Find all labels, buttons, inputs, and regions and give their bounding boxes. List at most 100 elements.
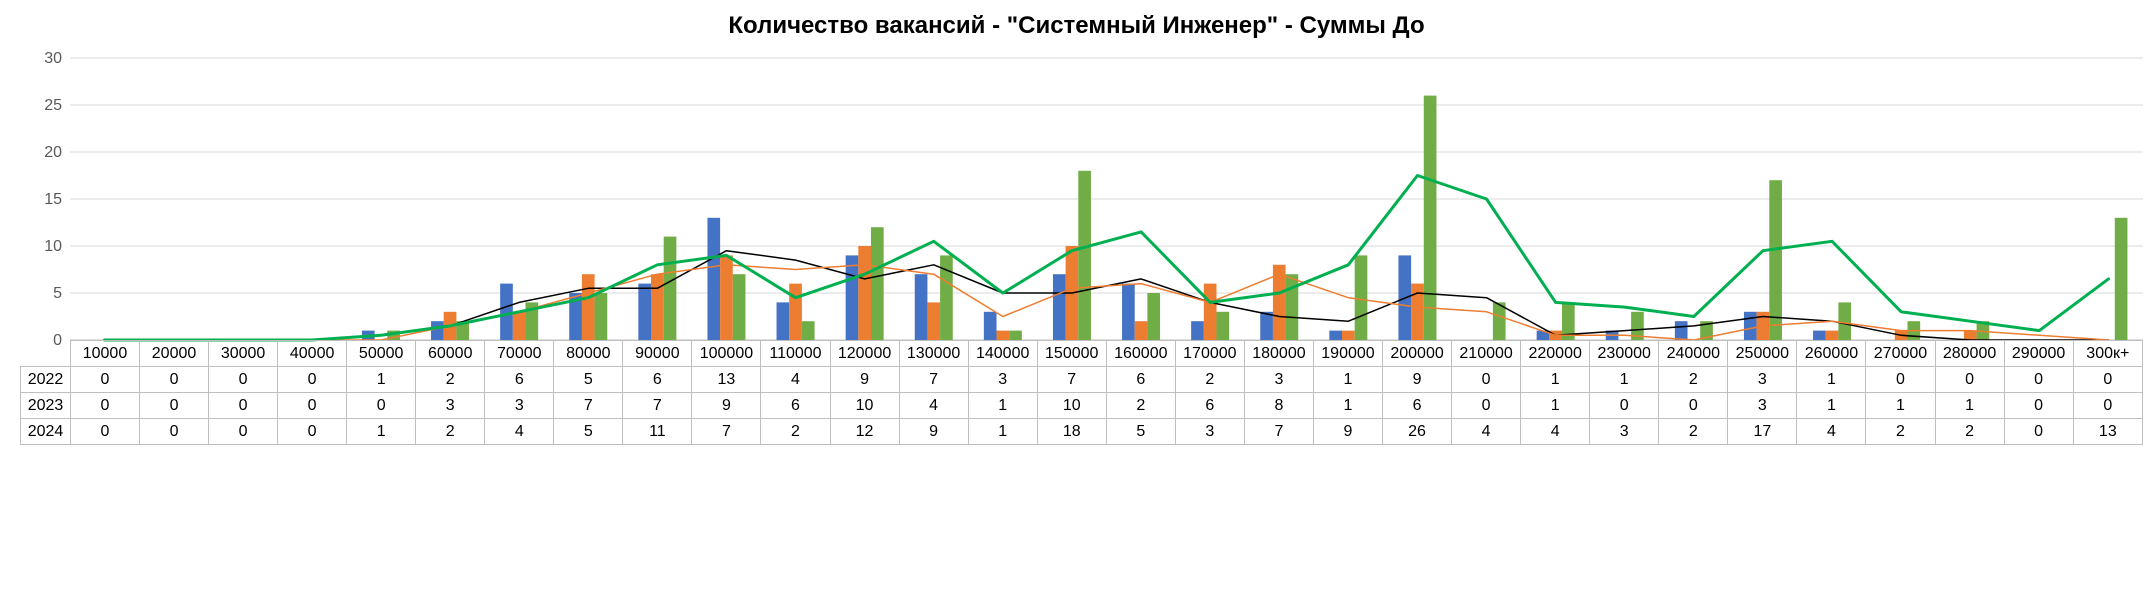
svg-text:20: 20 (44, 144, 62, 161)
table-cell: 7 (899, 367, 968, 393)
table-cell: 0 (347, 393, 416, 419)
category-label: 50000 (347, 341, 416, 367)
table-cell: 0 (2004, 367, 2073, 393)
table-cell: 0 (1866, 367, 1935, 393)
category-label: 100000 (692, 341, 761, 367)
table-cell: 0 (70, 419, 139, 445)
table-cell: 2 (1659, 367, 1728, 393)
svg-text:15: 15 (44, 191, 62, 208)
table-cell: 4 (1452, 419, 1521, 445)
category-label: 280000 (1935, 341, 2004, 367)
table-cell: 6 (761, 393, 830, 419)
table-cell: 1 (1521, 393, 1590, 419)
table-cell: 4 (899, 393, 968, 419)
table-cell: 7 (1244, 419, 1313, 445)
table-cell: 3 (1590, 419, 1659, 445)
table-cell: 1 (1313, 393, 1382, 419)
table-cell: 11 (623, 419, 692, 445)
category-label: 260000 (1797, 341, 1866, 367)
category-label: 200000 (1383, 341, 1452, 367)
category-label: 300к+ (2073, 341, 2142, 367)
table-cell: 7 (692, 419, 761, 445)
table-cell: 2 (1106, 393, 1175, 419)
table-cell: 4 (1521, 419, 1590, 445)
table-cell: 6 (1106, 367, 1175, 393)
category-label: 30000 (209, 341, 278, 367)
category-label: 10000 (70, 341, 139, 367)
svg-text:25: 25 (44, 97, 62, 114)
category-label: 60000 (416, 341, 485, 367)
table-cell: 0 (2004, 393, 2073, 419)
category-label: 150000 (1037, 341, 1106, 367)
table-cell: 1 (1797, 367, 1866, 393)
data-table: 1000020000300004000050000600007000080000… (20, 340, 2143, 445)
series-label-2023: 2023 (21, 393, 71, 419)
table-cell: 3 (1244, 367, 1313, 393)
table-cell: 0 (1452, 393, 1521, 419)
table-cell: 9 (692, 393, 761, 419)
table-cell: 0 (278, 393, 347, 419)
table-cell: 9 (899, 419, 968, 445)
svg-text:5: 5 (53, 285, 62, 302)
table-cell: 1 (1797, 393, 1866, 419)
category-label: 80000 (554, 341, 623, 367)
table-cell: 0 (140, 393, 209, 419)
table-cell: 1 (1313, 367, 1382, 393)
table-cell: 2 (416, 419, 485, 445)
category-label: 140000 (968, 341, 1037, 367)
table-cell: 1 (1866, 393, 1935, 419)
table-cell: 0 (140, 419, 209, 445)
category-label: 250000 (1728, 341, 1797, 367)
table-cell: 3 (968, 367, 1037, 393)
svg-text:30: 30 (44, 50, 62, 67)
table-cell: 3 (1728, 367, 1797, 393)
table-cell: 0 (140, 367, 209, 393)
category-label: 130000 (899, 341, 968, 367)
category-label: 290000 (2004, 341, 2073, 367)
table-cell: 1 (968, 393, 1037, 419)
chart-plot: 051015202530 (0, 0, 2153, 601)
table-cell: 2 (1175, 367, 1244, 393)
table-cell: 0 (2073, 367, 2142, 393)
table-cell: 0 (2073, 393, 2142, 419)
table-cell: 5 (554, 419, 623, 445)
table-cell: 2 (1866, 419, 1935, 445)
table-cell: 6 (623, 367, 692, 393)
category-label: 230000 (1590, 341, 1659, 367)
table-cell: 0 (70, 393, 139, 419)
table-cell: 3 (416, 393, 485, 419)
table-cell: 2 (1935, 419, 2004, 445)
table-cell: 1 (1521, 367, 1590, 393)
table-cell: 17 (1728, 419, 1797, 445)
table-cell: 0 (209, 419, 278, 445)
table-cell: 0 (209, 393, 278, 419)
category-label: 240000 (1659, 341, 1728, 367)
table-cell: 1 (1935, 393, 2004, 419)
table-cell: 2 (416, 367, 485, 393)
series-label-2022: 2022 (21, 367, 71, 393)
category-label: 20000 (140, 341, 209, 367)
table-cell: 6 (1175, 393, 1244, 419)
table-cell: 6 (1383, 393, 1452, 419)
table-cell: 0 (278, 419, 347, 445)
category-label: 270000 (1866, 341, 1935, 367)
table-cell: 4 (761, 367, 830, 393)
table-cell: 0 (278, 367, 347, 393)
table-cell: 5 (1106, 419, 1175, 445)
table-cell: 9 (830, 367, 899, 393)
table-cell: 1 (347, 367, 416, 393)
table-cell: 1 (347, 419, 416, 445)
table-cell: 3 (1175, 419, 1244, 445)
table-cell: 0 (1452, 367, 1521, 393)
table-cell: 2 (1659, 419, 1728, 445)
table-cell: 0 (1935, 367, 2004, 393)
category-label: 170000 (1175, 341, 1244, 367)
series-label-2024: 2024 (21, 419, 71, 445)
table-cell: 0 (1659, 393, 1728, 419)
category-label: 160000 (1106, 341, 1175, 367)
table-cell: 3 (485, 393, 554, 419)
table-corner (21, 341, 71, 367)
category-label: 120000 (830, 341, 899, 367)
table-cell: 18 (1037, 419, 1106, 445)
category-label: 110000 (761, 341, 830, 367)
